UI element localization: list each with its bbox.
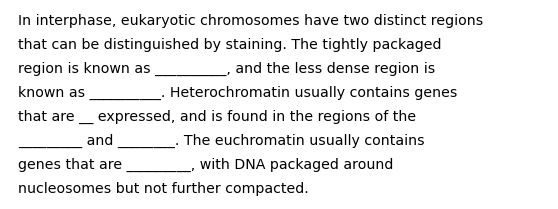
Text: In interphase, eukaryotic chromosomes have two distinct regions: In interphase, eukaryotic chromosomes ha… <box>18 14 483 28</box>
Text: genes that are _________, with DNA packaged around: genes that are _________, with DNA packa… <box>18 158 393 172</box>
Text: that can be distinguished by staining. The tightly packaged: that can be distinguished by staining. T… <box>18 38 441 52</box>
Text: region is known as __________, and the less dense region is: region is known as __________, and the l… <box>18 62 435 76</box>
Text: known as __________. Heterochromatin usually contains genes: known as __________. Heterochromatin usu… <box>18 86 458 100</box>
Text: that are __ expressed, and is found in the regions of the: that are __ expressed, and is found in t… <box>18 110 416 124</box>
Text: nucleosomes but not further compacted.: nucleosomes but not further compacted. <box>18 182 309 196</box>
Text: _________ and ________. The euchromatin usually contains: _________ and ________. The euchromatin … <box>18 134 425 148</box>
